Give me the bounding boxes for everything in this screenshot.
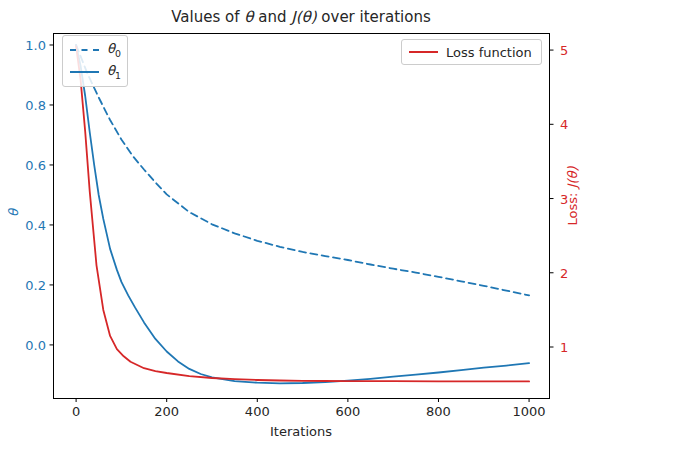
y-right-label-math: J(θ) (565, 167, 580, 189)
legend-entry-loss: Loss function (409, 45, 541, 60)
title-j-theta: J(θ) (291, 8, 316, 26)
x-tick-label: 400 (245, 404, 270, 419)
title-part: over iterations (317, 8, 431, 26)
y-left-tick-label: 0.8 (25, 97, 46, 112)
title-part: and (253, 8, 291, 26)
theta1-solid-line-sample (70, 71, 99, 73)
curve-θ0 (76, 45, 529, 295)
y-left-tick-label: 1.0 (25, 37, 46, 52)
y-right-tick-label: 4 (560, 117, 568, 132)
y-left-tick-label: 0.4 (25, 217, 46, 232)
y-left-tick-label: 0.0 (25, 337, 46, 352)
legend-label-theta0: θ0 (107, 41, 121, 59)
legend-entry-theta1: θ1 (70, 63, 127, 81)
curve-Loss function (76, 46, 529, 381)
theta0-dashed-line-sample (70, 49, 99, 51)
y-left-tick-label: 0.6 (25, 157, 46, 172)
y-right-tick-label: 2 (560, 265, 568, 280)
x-axis-label: Iterations (270, 424, 332, 439)
legend-theta: θ0 θ1 (62, 35, 128, 87)
loss-line-sample (409, 51, 438, 53)
y-right-tick-label: 3 (560, 191, 568, 206)
x-tick-label: 1000 (513, 404, 546, 419)
title-theta: θ (244, 8, 253, 26)
chart-title: Values of θ and J(θ) over iterations (171, 8, 430, 26)
y-axis-label-left: θ (6, 209, 21, 217)
x-tick-label: 0 (72, 404, 80, 419)
axes-spines (54, 34, 550, 399)
legend-label-loss: Loss function (446, 45, 532, 60)
chart-figure: Values of θ and J(θ) over iterations Ite… (0, 0, 678, 461)
title-part: Values of (171, 8, 244, 26)
x-tick-label: 600 (335, 404, 360, 419)
legend-entry-theta0: θ0 (70, 41, 127, 59)
y-left-tick-label: 0.2 (25, 277, 46, 292)
x-tick-label: 200 (154, 404, 179, 419)
y-right-tick-label: 1 (560, 340, 568, 355)
y-right-tick-label: 5 (560, 43, 568, 58)
x-tick-label: 800 (426, 404, 451, 419)
curve-θ1 (76, 45, 529, 383)
legend-label-theta1: θ1 (107, 63, 121, 81)
legend-loss: Loss function (401, 39, 542, 65)
